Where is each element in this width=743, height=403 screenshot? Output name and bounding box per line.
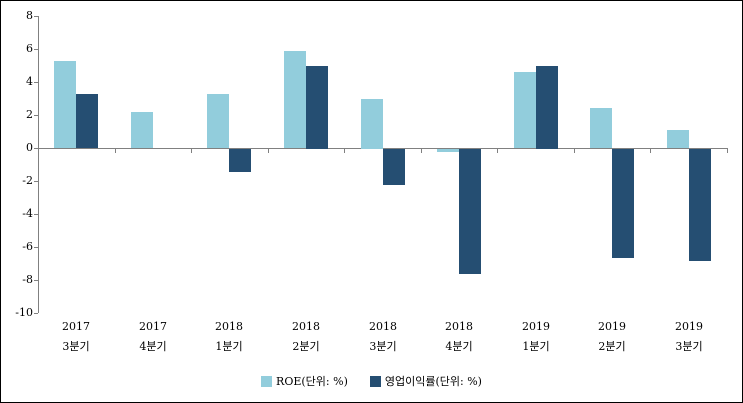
bar-operating-margin [689,149,711,261]
bar-operating-margin [306,66,328,149]
x-category-label: 2017 4분기 [115,317,191,357]
bar-roe [54,61,76,148]
legend-swatch-roe [261,375,273,387]
y-tick [34,16,38,17]
x-category-year: 2018 [445,320,473,333]
y-tick [34,49,38,50]
x-category-label: 2017 3분기 [38,317,114,357]
x-category-quarter: 1분기 [215,340,243,353]
y-tick [34,313,38,314]
x-category-label: 2019 1분기 [498,317,574,357]
chart-legend: ROE(단위: %) 영업이익률(단위: %) [1,373,742,389]
bar-operating-margin [459,149,481,274]
x-category-quarter: 4분기 [445,340,473,353]
y-tick-label: -10 [15,306,33,319]
bar-operating-margin [536,66,558,149]
y-tick-label: -2 [22,174,33,187]
x-tick [38,148,39,153]
x-category-year: 2018 [215,320,243,333]
bar-roe [131,112,153,148]
x-category-label: 2019 2분기 [574,317,650,357]
bar-roe [207,94,229,148]
x-tick [574,148,575,153]
x-tick [497,148,498,153]
bar-roe [590,108,612,148]
x-tick [421,148,422,153]
y-tick [34,82,38,83]
y-tick-label: 8 [26,9,33,22]
legend-item: 영업이익률(단위: %) [369,373,482,389]
x-category-year: 2019 [675,320,703,333]
legend-label: ROE(단위: %) [276,375,348,388]
x-category-label: 2019 3분기 [651,317,727,357]
y-tick-label: 4 [26,75,33,88]
x-category-quarter: 4분기 [139,340,167,353]
bar-operating-margin [76,94,98,148]
x-category-quarter: 3분기 [675,340,703,353]
x-category-quarter: 2분기 [292,340,320,353]
y-tick-label: -6 [22,240,33,253]
x-category-quarter: 2분기 [598,340,626,353]
bar-roe [437,149,459,152]
y-tick-label: 2 [26,108,33,121]
bar-roe [514,72,536,148]
y-tick [34,280,38,281]
legend-label: 영업이익률(단위: %) [384,375,482,388]
x-category-quarter: 1분기 [522,340,550,353]
bar-operating-margin [383,149,405,185]
x-tick [727,148,728,153]
x-tick [268,148,269,153]
x-tick [650,148,651,153]
x-tick [191,148,192,153]
x-category-year: 2019 [522,320,550,333]
y-tick-label: -8 [22,273,33,286]
y-tick-label: -4 [22,207,33,220]
x-category-label: 2018 1분기 [191,317,267,357]
y-tick [34,148,38,149]
y-tick [34,247,38,248]
x-category-year: 2018 [369,320,397,333]
x-category-label: 2018 4분기 [421,317,497,357]
bar-roe [361,99,383,149]
y-tick [34,214,38,215]
x-category-year: 2017 [62,320,90,333]
bar-operating-margin [229,149,251,172]
y-tick [34,115,38,116]
y-axis-line [38,16,39,313]
y-tick-label: 6 [26,42,33,55]
x-category-year: 2018 [292,320,320,333]
x-category-label: 2018 2분기 [268,317,344,357]
legend-item: ROE(단위: %) [261,373,348,389]
x-category-label: 2018 3분기 [345,317,421,357]
x-tick [115,148,116,153]
legend-swatch-operating-margin [369,375,381,387]
y-tick [34,181,38,182]
x-category-quarter: 3분기 [369,340,397,353]
y-tick-label: 0 [26,141,33,154]
x-category-quarter: 3분기 [62,340,90,353]
bar-roe [667,130,689,148]
x-category-year: 2017 [139,320,167,333]
bar-roe [284,51,306,148]
bar-operating-margin [612,149,634,258]
x-category-year: 2019 [598,320,626,333]
x-tick [344,148,345,153]
